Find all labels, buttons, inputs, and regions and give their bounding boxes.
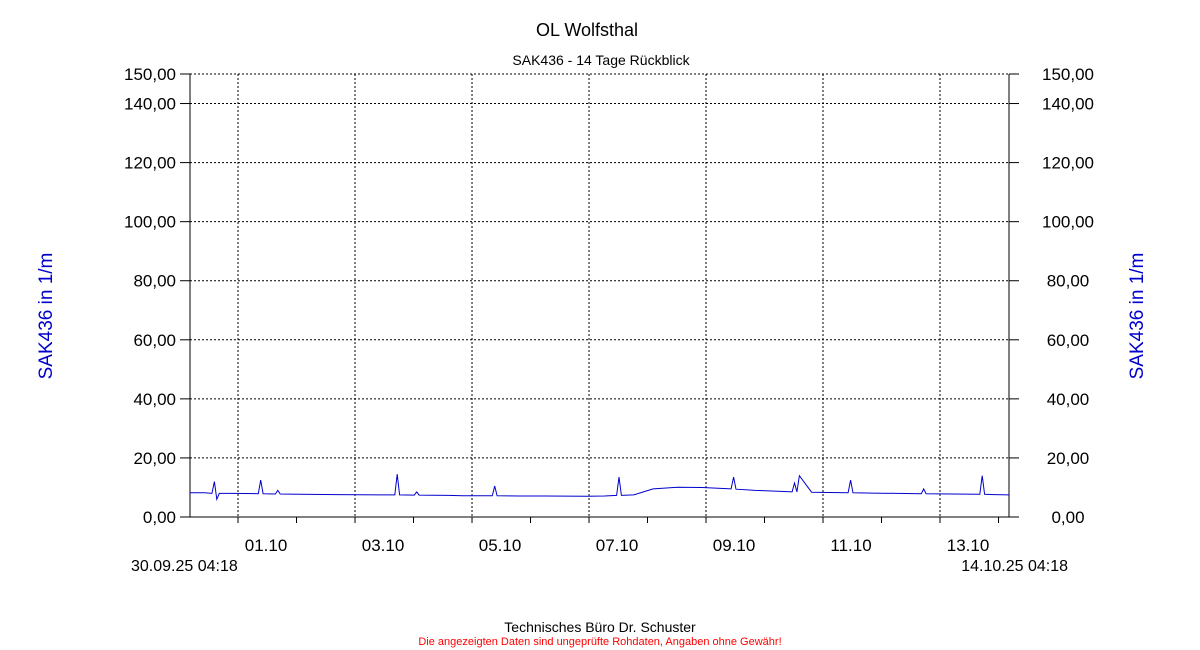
y-tick-label-left: 150,00 <box>124 65 176 84</box>
x-range-start-label: 30.09.25 04:18 <box>131 558 238 575</box>
x-tick-label: 01.10 <box>245 536 288 555</box>
x-tick-labels: 01.10 03.10 05.10 07.10 09.10 11.10 13.10 <box>245 536 990 555</box>
y-tick-label-right: 80,00 <box>1047 272 1090 291</box>
chart-title: OL Wolfsthal <box>536 20 638 40</box>
y-tick-label-right: 20,00 <box>1047 449 1090 468</box>
y-tick-label-right: 40,00 <box>1047 390 1090 409</box>
x-tick-label: 07.10 <box>596 536 639 555</box>
footer-credit: Technisches Büro Dr. Schuster <box>504 619 696 635</box>
x-tick-label: 03.10 <box>362 536 405 555</box>
y-tick-label-right: 140,00 <box>1042 95 1094 114</box>
axes <box>180 73 1019 523</box>
x-tick-label: 05.10 <box>479 536 522 555</box>
y-tick-labels-right: 0,00 20,00 40,00 60,00 80,00 100,00 120,00 140,… <box>1042 65 1094 527</box>
y-tick-label-right: 0,00 <box>1051 508 1084 527</box>
y-axis-label-right: SAK436 in 1/m <box>1127 253 1148 380</box>
y-axis-label-left: SAK436 in 1/m <box>36 253 57 380</box>
series-layer <box>190 474 1010 502</box>
x-tick-label: 09.10 <box>713 536 756 555</box>
y-tick-label-right: 100,00 <box>1042 213 1094 232</box>
series-line <box>190 474 1010 502</box>
y-tick-label-right: 150,00 <box>1042 65 1094 84</box>
y-tick-label-right: 60,00 <box>1047 331 1090 350</box>
y-tick-label-left: 140,00 <box>124 95 176 114</box>
x-tick-label: 11.10 <box>830 536 871 555</box>
x-tick-label: 13.10 <box>947 536 990 555</box>
footer-disclaimer: Die angezeigten Daten sind ungeprüfte Ro… <box>418 636 781 648</box>
x-range-end-label: 14.10.25 04:18 <box>961 558 1068 575</box>
y-tick-label-left: 60,00 <box>133 331 176 350</box>
y-tick-labels-left: 0,00 20,00 40,00 60,00 80,00 100,00 120,00 140,… <box>124 65 176 527</box>
y-tick-label-left: 80,00 <box>133 272 176 291</box>
chart-subtitle: SAK436 - 14 Tage Rückblick <box>512 52 690 68</box>
grid <box>190 73 1010 517</box>
y-tick-label-right: 120,00 <box>1042 154 1094 173</box>
y-tick-label-left: 120,00 <box>124 154 176 173</box>
y-tick-label-left: 100,00 <box>124 213 176 232</box>
y-tick-label-left: 0,00 <box>143 508 176 527</box>
y-tick-label-left: 40,00 <box>133 390 176 409</box>
y-tick-label-left: 20,00 <box>133 449 176 468</box>
